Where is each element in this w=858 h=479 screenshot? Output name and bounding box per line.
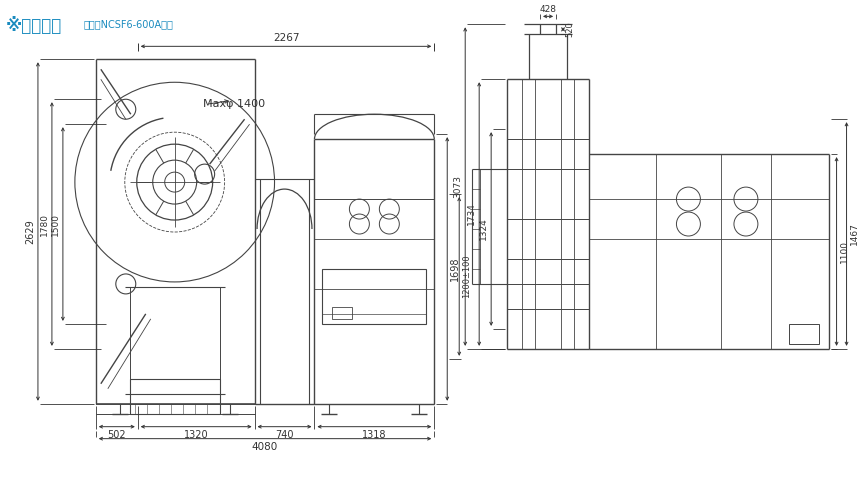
Text: 1100: 1100 (840, 240, 849, 263)
Text: 1200±100: 1200±100 (462, 255, 471, 298)
Text: 1318: 1318 (362, 430, 387, 440)
Text: 1324: 1324 (479, 217, 488, 240)
Text: Maxφ 1400: Maxφ 1400 (202, 99, 265, 109)
Text: 以常用NCSF6-600A展示: 以常用NCSF6-600A展示 (84, 19, 173, 29)
Text: 1320: 1320 (184, 430, 208, 440)
Text: 740: 740 (275, 430, 293, 440)
Bar (789, 324, 819, 344)
Text: 3073: 3073 (453, 175, 462, 198)
Text: 428: 428 (540, 5, 557, 14)
Text: 2267: 2267 (273, 34, 299, 43)
Bar (332, 307, 353, 319)
Text: 1734: 1734 (468, 203, 476, 226)
Text: 2629: 2629 (25, 219, 35, 244)
Text: 1467: 1467 (849, 223, 858, 245)
Bar (323, 269, 426, 324)
Text: 1698: 1698 (450, 257, 460, 281)
Text: 520: 520 (565, 22, 574, 37)
Text: 1780: 1780 (40, 213, 49, 236)
Text: 502: 502 (107, 430, 126, 440)
Bar (130, 379, 220, 414)
Text: ※外形尺寸: ※外形尺寸 (6, 17, 63, 35)
Text: 4080: 4080 (252, 442, 278, 452)
Text: 1500: 1500 (51, 213, 60, 236)
